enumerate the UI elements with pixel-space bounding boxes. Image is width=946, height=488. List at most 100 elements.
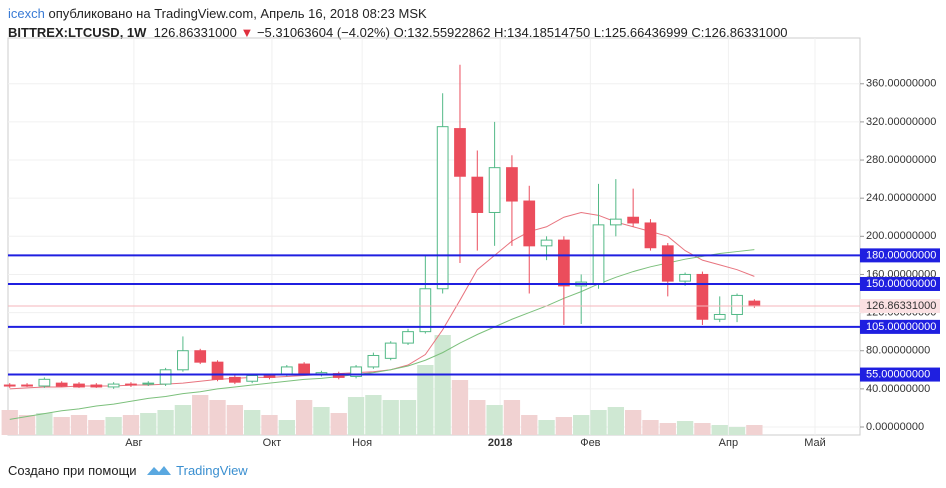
x-tick-label: Апр [719,437,738,449]
candle-body [55,382,68,387]
volume-bar [676,421,694,435]
candle-body [298,363,310,375]
last-price-label: 126.86331000 [866,300,936,312]
candle-body [125,383,137,386]
volume-bar [278,420,295,435]
candle-body [696,273,709,320]
candle-body [142,382,155,385]
volume-bar [711,425,728,435]
candle-body [419,288,432,333]
volume-bar [36,413,53,435]
y-tick-label: 320.00000000 [866,116,936,128]
publish-line: icexch опубликовано на TradingView.com, … [8,4,788,23]
volume-bar [347,397,365,435]
volume-bar [226,405,244,435]
candle-body [90,384,103,388]
volume-bar [330,413,347,435]
moving-average [9,211,755,390]
candle-body [523,200,536,247]
x-tick-label: 2018 [488,437,512,449]
y-tick-label: 0.00000000 [866,421,924,433]
volume-bar [1,410,18,435]
brand-logo [147,466,172,475]
candle-body [558,239,570,287]
brand[interactable]: TradingView [176,463,248,478]
candle-body [748,300,761,307]
symbol-line: BITTREX:LTCUSD, 1W 126.86331000 ▼ −5.310… [8,23,788,42]
volume-bar [469,400,486,435]
volume-bar [88,420,105,435]
candle-body [402,331,414,344]
volume-bar [261,415,278,435]
candle-body [194,350,207,363]
candle-body [436,126,449,290]
level-box [860,319,940,334]
level-label: 150.00000000 [866,278,936,290]
moving-average [9,249,755,420]
volume-bar [399,400,417,435]
volume-bar [209,400,226,435]
candle-body [107,383,120,388]
volume-bar [451,380,469,435]
y-tick-label: 360.00000000 [866,78,936,90]
volume-bar [486,405,503,435]
volume-bar [555,417,573,435]
y-tick-label: 240.00000000 [866,192,936,204]
volume-bar [244,410,261,435]
price: 126.86331000 [153,25,237,40]
volume-bar [157,410,174,435]
ohlc: O:132.55922862 H:134.18514750 L:125.6643… [393,25,788,40]
volume-bar [642,420,659,435]
author[interactable]: icexch [8,6,45,21]
volume-bar [417,365,434,435]
y-tick-label: 280.00000000 [866,154,936,166]
header: icexch опубликовано на TradingView.com, … [8,4,788,42]
volume-bar [174,405,192,435]
candle-body [609,218,622,226]
level-box [860,276,940,291]
y-tick-label: 40.00000000 [866,383,930,395]
candle-body [211,361,224,380]
symbol: BITTREX:LTCUSD, 1W [8,25,147,40]
candle-body [38,378,51,387]
volume-bar [365,395,382,435]
volume-bar [503,400,521,435]
candle-body [3,384,16,387]
candle-body [177,350,189,371]
volume-bar [53,417,70,435]
candle-body [488,167,501,213]
volume-bar [122,415,140,435]
volume-bar [140,413,157,435]
x-tick-label: Май [804,437,826,449]
level-label: 180.00000000 [866,249,936,261]
level-box [860,367,940,382]
level-label: 105.00000000 [866,321,936,333]
volume-bar [590,410,607,435]
y-tick-label: 200.00000000 [866,230,936,242]
volume-bar [105,417,122,435]
volume-bar [728,427,746,435]
volume-bar [607,407,624,435]
volume-bar [659,423,676,435]
chart: 0.0000000040.0000000080.00000000120.0000… [1,37,940,449]
candle-body [454,128,466,177]
footer-text: Создано при помощи [8,463,137,478]
volume-bar [192,395,209,435]
level-box [860,248,940,263]
candle-body [644,222,657,249]
volume-bar [538,420,555,435]
change: −5.31063604 (−4.02%) [256,25,390,40]
x-tick-label: Ноя [352,437,372,449]
volume-bar [18,415,36,435]
x-tick-label: Авг [125,437,142,449]
x-tick-label: Окт [263,437,282,449]
volume-bar [295,400,313,435]
candle-body [384,342,397,359]
candle-body [540,239,553,247]
candle-body [661,245,674,282]
last-price-box [860,299,940,314]
candle-body [73,383,85,388]
volume-bar [382,400,399,435]
candle-body [280,366,293,376]
